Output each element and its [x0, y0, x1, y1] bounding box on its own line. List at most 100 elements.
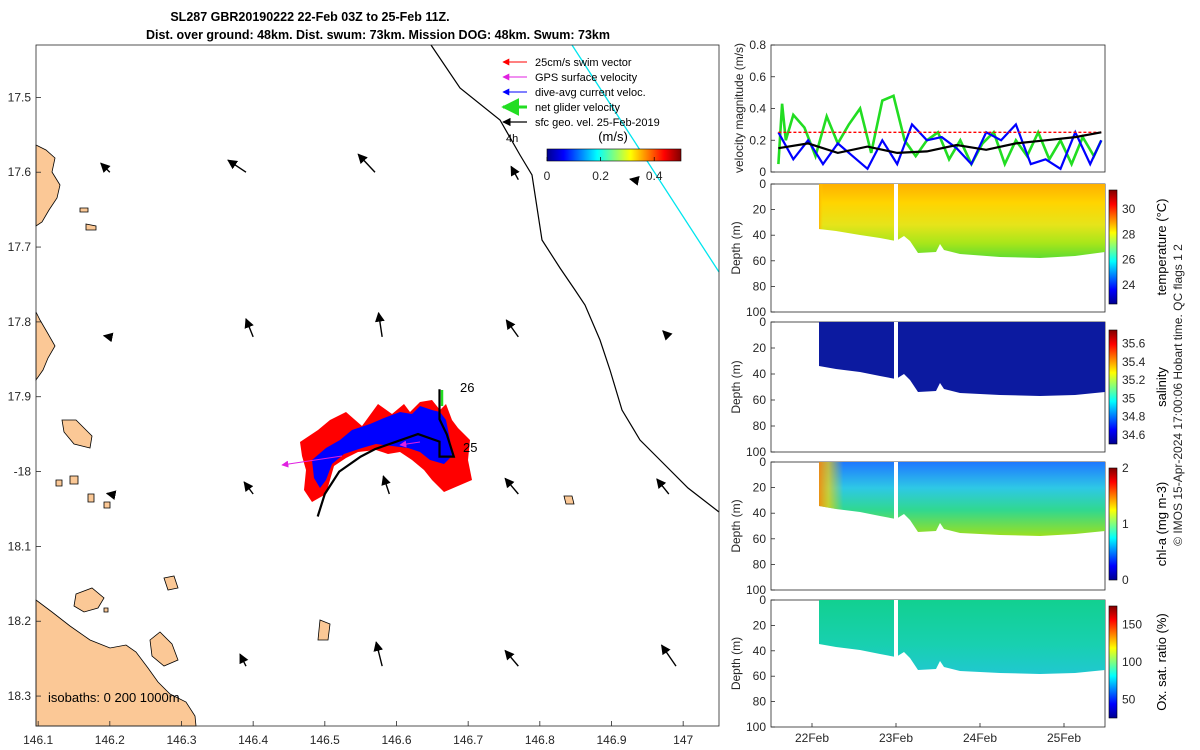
map-x-tick-label: 146.2 [95, 733, 125, 747]
velocity-y-tick-label: 0.2 [749, 133, 766, 147]
section-colorbar-label: temperature (°C) [1154, 199, 1169, 296]
velocity-y-ticks: 0 0.2 0.4 0.6 0.8 [749, 38, 775, 179]
section-y-tick-label: 100 [746, 445, 766, 459]
section-colorbar-tick-label: 26 [1122, 253, 1136, 267]
section-y-tick-label: 60 [753, 254, 767, 268]
velocity-panel: 0 0.2 0.4 0.6 0.8 velocity magnitude (m/s) [732, 38, 1106, 179]
section-y-tick-label: 100 [746, 305, 766, 319]
section-colorbar-tick-label: 28 [1122, 227, 1136, 241]
section-colorbar-tick-label: 35 [1122, 391, 1136, 405]
section-y-tick-label: 40 [753, 506, 767, 520]
section-y-tick-label: 0 [759, 177, 766, 191]
time-x-tick-label: 22Feb [795, 731, 829, 745]
section-colorbar-tick-label: 100 [1122, 655, 1142, 669]
section-y-tick-label: 40 [753, 644, 767, 658]
temperature-panel [770, 183, 1106, 313]
geo-velocity-arrow [662, 330, 673, 341]
legend-gps-text: GPS surface velocity [535, 72, 638, 84]
map-panel: SL287 GBR20190222 22-Feb 03Z to 25-Feb 1… [8, 10, 720, 747]
map-x-tick-label: 147 [673, 733, 693, 747]
oxygen-panel [770, 599, 1106, 728]
section-ylabel: Depth (m) [729, 637, 743, 690]
map-colorbar-label: (m/s) [598, 129, 628, 144]
section-y-tick-label: 80 [753, 419, 767, 433]
chla-gap [894, 462, 898, 520]
credit-text: © IMOS 15-Apr-2024 17:00:06 Hobart time.… [1171, 244, 1185, 546]
map-x-tick-label: 146.7 [453, 733, 483, 747]
geo-velocity-arrow [381, 475, 391, 495]
section-colorbars: 24 26 28 30 temperature (°C) 34.6 34.8 35 35.2 35… [1108, 189, 1169, 719]
map-y-tick-label: 17.7 [8, 240, 32, 254]
section-y-tick-label: 80 [753, 695, 767, 709]
coastline [35, 144, 575, 727]
isobath-note: isobaths: 0 200 1000m [48, 690, 180, 705]
geo-velocity-arrow [504, 649, 519, 667]
map-x-tick-label: 146.3 [166, 733, 196, 747]
section-y-tick-label: 20 [753, 481, 767, 495]
chla-high-patch [819, 462, 900, 519]
section-colorbar-label: chl-a (mg m-3) [1154, 482, 1169, 567]
map-x-tick-label: 146.9 [596, 733, 626, 747]
time-x-tick-label: 25Feb [1047, 731, 1081, 745]
geo-arrows [100, 153, 677, 667]
net-track-line [316, 389, 456, 517]
geo-velocity-arrow [243, 481, 254, 495]
map-axes-box [35, 44, 720, 727]
oxygen-section [819, 600, 1105, 674]
section-colorbar-label: Ox. sat. ratio (%) [1154, 613, 1169, 711]
legend-sfc-text: sfc geo. vel. 25-Feb-2019 [535, 117, 660, 129]
map-colorbar-ticks: 0 0.2 0.4 [544, 157, 663, 183]
geo-velocity-arrow [100, 162, 111, 173]
temperature-gap [894, 184, 898, 242]
map-y-tick-label: 18.2 [8, 614, 32, 628]
geo-velocity-arrow [504, 477, 519, 495]
glider-track-region: 26 25 [281, 380, 477, 517]
velocity-axes-box [770, 44, 1106, 173]
section-y-tick-label: 80 [753, 279, 767, 293]
section-colorbar-bar [1108, 605, 1118, 719]
geo-velocity-arrow [505, 319, 519, 338]
map-x-tick-label: 146.5 [310, 733, 340, 747]
section-ylabel: Depth (m) [729, 221, 743, 274]
geo-velocity-arrow [656, 478, 670, 495]
section-y-tick-label: 100 [746, 720, 766, 734]
time-x-tick-label: 24Feb [963, 731, 997, 745]
map-y-tick-label: 17.9 [8, 390, 32, 404]
section-y-tick-label: 60 [753, 532, 767, 546]
geo-velocity-arrow [239, 653, 249, 667]
velocity-y-tick-label: 0.4 [749, 102, 766, 116]
velocity-y-tick-label: 0.6 [749, 70, 766, 84]
legend-net-text: net glider velocity [535, 102, 620, 114]
map-title: SL287 GBR20190222 22-Feb 03Z to 25-Feb 1… [170, 10, 449, 24]
section-ylabel: Depth (m) [729, 360, 743, 413]
section-y-tick-label: 100 [746, 583, 766, 597]
section-y-tick-label: 20 [753, 341, 767, 355]
map-y-tick-label: 17.6 [8, 165, 32, 179]
isobath-line [430, 44, 720, 513]
temperature-warm-patch [819, 184, 860, 231]
legend-swim-text: 25cm/s swim vector [535, 57, 632, 69]
map-y-tick-label: 17.5 [8, 90, 32, 104]
geo-velocity-arrow [105, 490, 117, 500]
section-y-tick-label: 0 [759, 455, 766, 469]
section-ylabel: Depth (m) [729, 499, 743, 552]
geo-velocity-arrow [510, 165, 520, 181]
map-x-ticks: 146.1 146.2 146.3 146.4 146.5 146.6 146.7 146.8… [23, 721, 693, 747]
section-colorbar-tick-label: 35.6 [1122, 337, 1146, 351]
section-colorbar-tick-label: 50 [1122, 692, 1136, 706]
section-colorbar-bar [1108, 189, 1118, 305]
map-y-ticks: 17.5 17.6 17.7 17.8 17.9 -18 18.1 18.2 18.3 [8, 90, 41, 703]
map-colorbar-tick-label: 0.4 [646, 169, 663, 183]
map-colorbar: (m/s) 0 0.2 0.4 [544, 129, 682, 183]
map-y-tick-label: 18.1 [8, 539, 32, 553]
section-colorbar-tick-label: 0 [1122, 573, 1129, 587]
geo-velocity-arrow [357, 153, 376, 173]
gps-arrow-2 [399, 440, 421, 448]
geo-velocity-arrow [661, 644, 677, 667]
time-x-ticks: 22Feb 23Feb 24Feb 25Feb [795, 723, 1081, 745]
map-y-tick-label: 17.8 [8, 315, 32, 329]
velocity-series [777, 94, 1103, 171]
time-x-tick-label: 23Feb [879, 731, 913, 745]
section-colorbar-bar [1108, 467, 1118, 581]
day-label-26: 26 [460, 380, 474, 395]
